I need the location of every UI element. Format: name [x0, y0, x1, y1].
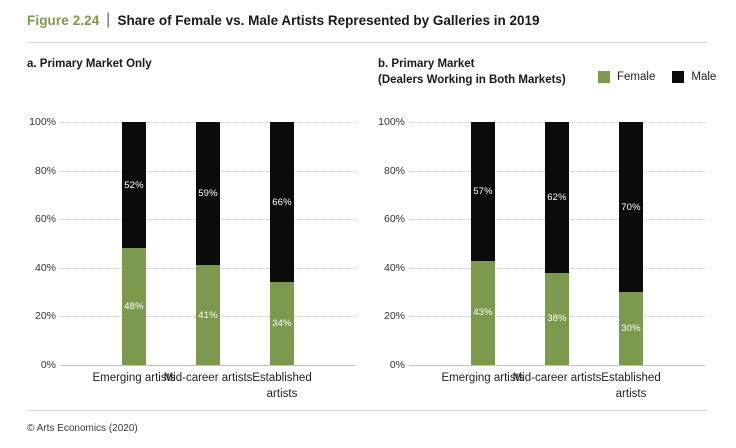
chart-a-gridline-0% — [60, 365, 356, 366]
bar-value-label: 43% — [473, 307, 493, 319]
chart-b-category-label-established: Established artists — [601, 372, 661, 400]
male-swatch-icon — [672, 71, 685, 83]
chart-b-y-axis-label: 80% — [383, 164, 405, 177]
title-separator: | — [107, 11, 110, 28]
bar-value-label: 52% — [124, 179, 144, 191]
chart-b-subtitle: b. Primary Market (Dealers Working in Bo… — [378, 57, 566, 88]
chart-b-bar-segment-male-mid-career: 62% — [545, 122, 569, 273]
title-divider — [27, 42, 707, 43]
chart-b-bar-segment-female-emerging: 43% — [471, 260, 495, 365]
chart-a-y-axis-label: 80% — [34, 164, 56, 177]
bar-value-label: 59% — [198, 188, 218, 200]
copyright: © Arts Economics (2020) — [27, 423, 138, 434]
bar-value-label: 38% — [547, 313, 567, 325]
legend-label-male: Male — [691, 71, 717, 83]
chart-b-y-axis-label: 0% — [389, 359, 405, 371]
bar-value-label: 30% — [621, 323, 641, 335]
chart-a-category-label-established: Established artists — [252, 372, 312, 400]
bar-value-label: 62% — [547, 191, 567, 203]
chart-a-y-axis-label: 60% — [34, 213, 56, 226]
chart-a-y-axis-label: 0% — [40, 359, 56, 371]
chart-a-y-axis-label: 20% — [34, 310, 56, 323]
figure-title: Share of Female vs. Male Artists Represe… — [117, 12, 540, 28]
figure-header: Figure 2.24 | Share of Female vs. Male A… — [27, 11, 539, 29]
chart-b-bar-segment-male-established: 70% — [619, 122, 643, 293]
legend-item-male: Male — [672, 71, 716, 83]
chart-b-y-axis-label: 20% — [383, 310, 405, 323]
chart-b-bar-segment-female-mid-career: 38% — [545, 272, 569, 365]
chart-a-bar-segment-male-emerging: 52% — [122, 122, 146, 249]
chart-a-bar-segment-female-mid-career: 41% — [196, 265, 220, 365]
chart-b-y-axis-label: 60% — [383, 213, 405, 226]
bar-value-label: 70% — [621, 201, 641, 213]
legend: Female Male — [598, 71, 716, 83]
chart-a-subtitle: a. Primary Market Only — [27, 57, 152, 73]
bar-value-label: 57% — [473, 185, 493, 197]
chart-a-bar-segment-female-established: 34% — [270, 282, 294, 365]
chart-a-subtitle-line: a. Primary Market Only — [27, 58, 152, 70]
chart-a-category-label-mid-career: Mid-career artists — [163, 372, 253, 384]
legend-label-female: Female — [617, 71, 656, 83]
chart-a-bar-segment-female-emerging: 48% — [122, 248, 146, 365]
chart-b-bar-segment-female-established: 30% — [619, 292, 643, 365]
bar-value-label: 34% — [272, 318, 292, 330]
female-swatch-icon — [598, 71, 610, 83]
bar-value-label: 66% — [272, 196, 292, 208]
chart-b-gridline-0% — [409, 365, 705, 366]
figure-number: Figure 2.24 — [27, 12, 100, 28]
legend-item-female: Female — [598, 71, 655, 83]
chart-a-category-label-emerging: Emerging artists — [92, 372, 176, 384]
chart-b-y-axis-label: 40% — [383, 261, 405, 274]
chart-a-y-axis-label: 100% — [29, 116, 56, 128]
chart-b-category-label-emerging: Emerging artists — [441, 372, 525, 384]
chart-a-y-axis-label: 40% — [34, 261, 56, 274]
chart-b-category-label-mid-career: Mid-career artists — [512, 372, 602, 384]
chart-b-y-axis-label: 100% — [378, 116, 405, 128]
chart-b-subtitle-line2: (Dealers Working in Both Markets) — [378, 73, 566, 86]
chart-a-bar-segment-male-mid-career: 59% — [196, 122, 220, 266]
footer-divider — [27, 410, 707, 411]
chart-b-bar-segment-male-emerging: 57% — [471, 122, 495, 261]
chart-a-bar-segment-male-established: 66% — [270, 122, 294, 283]
bar-value-label: 48% — [124, 301, 144, 313]
chart-b-subtitle-line1: b. Primary Market — [378, 58, 475, 70]
bar-value-label: 41% — [198, 309, 218, 321]
